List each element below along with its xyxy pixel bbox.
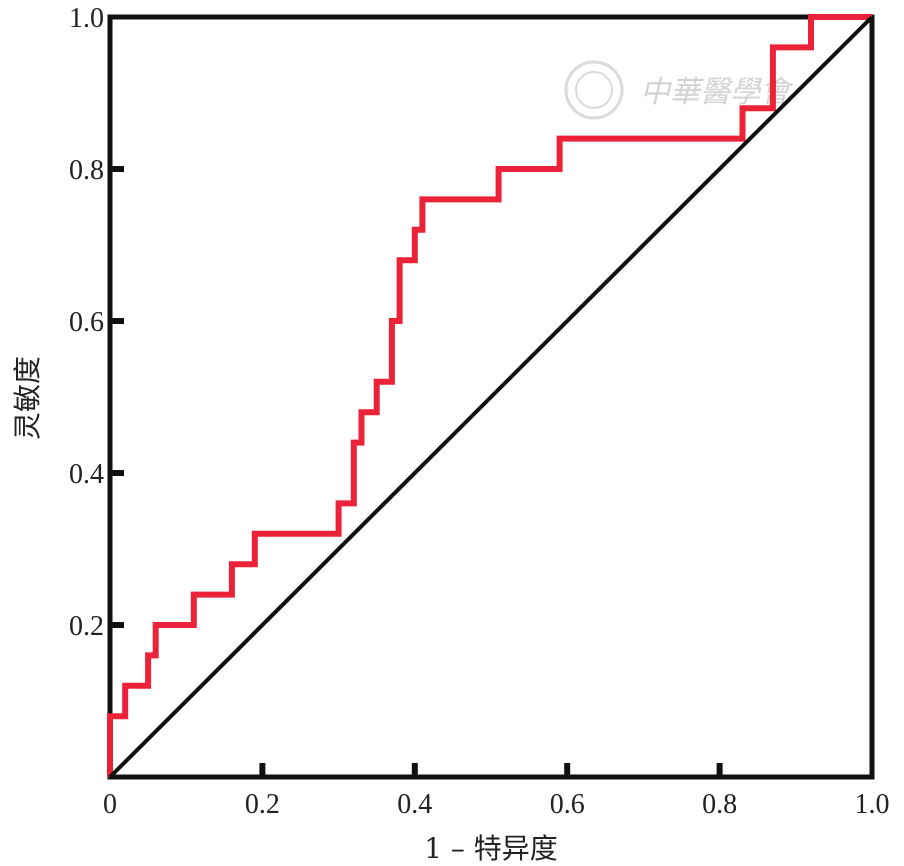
- ticks: 0 0.2 0.4 0.6 0.8 1.0 0.2 0.4 0.6 0.8 1.0: [69, 3, 890, 820]
- y-tick-label: 0.8: [69, 155, 104, 186]
- y-tick-label: 0.2: [69, 611, 104, 642]
- x-tick-label: 0.8: [702, 789, 737, 820]
- x-axis-label: 1 – 特异度: [424, 832, 558, 865]
- reference-diagonal: [108, 15, 874, 779]
- y-tick-label: 0.4: [69, 459, 104, 490]
- watermark: 中華醫學會: [564, 60, 794, 120]
- x-tick-label: 0: [103, 789, 117, 820]
- y-tick-label: 0.6: [69, 307, 104, 338]
- x-tick-label: 1.0: [855, 789, 890, 820]
- plot-frame: [107, 14, 875, 780]
- roc-curve: [107, 14, 872, 777]
- watermark-seal-icon: [564, 60, 624, 120]
- x-tick-label: 0.2: [245, 789, 280, 820]
- y-axis-label: 灵敏度: [11, 356, 44, 440]
- axes: [107, 14, 875, 780]
- x-tick-label: 0.6: [550, 789, 585, 820]
- y-tick-label: 1.0: [69, 3, 104, 34]
- series-layer: [107, 14, 874, 779]
- watermark-text: 中華醫學會: [640, 75, 794, 110]
- x-tick-label: 0.4: [397, 789, 432, 820]
- watermark-seal-inner: [575, 71, 613, 109]
